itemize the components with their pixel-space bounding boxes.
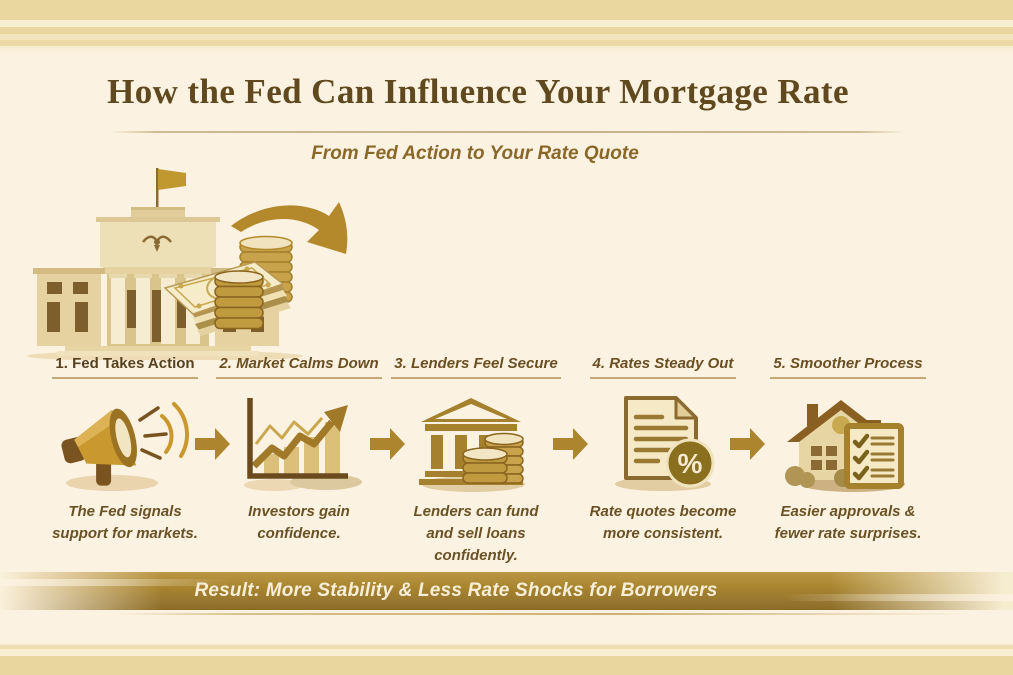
step-4-rates-steady-out: 4. Rates Steady Out % Rate quotes become…	[575, 355, 751, 545]
title-divider	[110, 131, 905, 133]
page-title: How the Fed Can Influence Your Mortgage …	[107, 72, 849, 111]
step-3-description: Lenders can fund and sell loans confiden…	[413, 503, 539, 564]
step-3-lenders-feel-secure: 3. Lenders Feel Secure	[388, 355, 564, 566]
bank-with-coins-icon	[419, 398, 525, 492]
bottom-decorative-band	[0, 643, 1013, 675]
page-subtitle: From Fed Action to Your Rate Quote	[311, 143, 639, 164]
banner-divider	[116, 613, 971, 615]
percent-badge-icon	[665, 438, 715, 488]
arrow-right-icon	[370, 428, 405, 460]
house-checklist-icon	[785, 400, 905, 492]
top-decorative-band	[0, 0, 1013, 54]
step-4-label: 4. Rates Steady Out	[589, 355, 737, 379]
step-5-label: 5. Smoother Process	[770, 355, 926, 379]
result-banner-text: Result: More Stability & Less Rate Shock…	[194, 580, 718, 601]
checklist-icon	[844, 420, 904, 489]
step-1-fed-takes-action: 1. Fed Takes Action	[37, 355, 213, 545]
step-1-label: 1. Fed Takes Action	[52, 355, 198, 379]
step-4-description: Rate quotes become more consistent.	[589, 503, 737, 542]
step-1-description: The Fed signals support for markets.	[52, 503, 198, 542]
arrow-right-icon	[730, 428, 765, 460]
rate-document-icon: %	[615, 396, 715, 491]
step-2-market-calms-down: 2. Market Calms Down Investors gain conf…	[211, 355, 387, 545]
step-5-smoother-process: 5. Smoother Process	[760, 355, 936, 545]
step-5-description: Easier approvals & fewer rate surprises.	[774, 503, 922, 542]
step-2-description: Investors gain confidence.	[248, 503, 350, 542]
arrow-right-icon	[553, 428, 588, 460]
result-banner: Result: More Stability & Less Rate Shock…	[0, 572, 1013, 610]
step-2-label: 2. Market Calms Down	[216, 355, 382, 379]
coins-icon	[462, 432, 524, 484]
step-3-label: 3. Lenders Feel Secure	[391, 355, 561, 379]
arrow-right-icon	[195, 428, 230, 460]
percent-sign: %	[678, 448, 703, 479]
coin-stack-front-icon	[214, 270, 264, 330]
fed-building-money-illustration: $	[27, 168, 348, 360]
rising-chart-icon	[244, 398, 362, 491]
federal-reserve-building-icon	[27, 168, 303, 360]
megaphone-icon	[61, 402, 189, 491]
flag-icon	[158, 169, 186, 190]
eagle-emblem-icon	[142, 235, 172, 252]
curved-arrow-icon	[231, 202, 348, 254]
